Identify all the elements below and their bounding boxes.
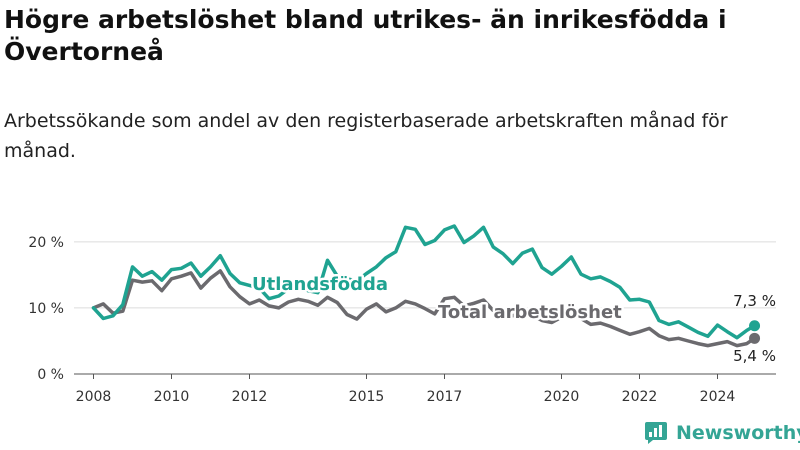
chart-title: Högre arbetslöshet bland utrikes- än inr… [4,5,727,66]
newsworthy-logo-icon [645,422,667,444]
y-tick-label: 0 % [37,367,64,383]
brand-logo: Newsworthy [644,420,800,446]
chart-subtitle: Arbetssökande som andel av den registerb… [4,110,728,162]
end-point-utlandsfodda [749,320,761,332]
x-tick-label: 2017 [427,389,463,405]
series-label-utlandsfodda: Utlandsfödda [252,274,388,295]
end-point-total [749,332,761,344]
y-tick-label: 10 % [28,301,64,317]
x-tick-label: 2008 [76,389,112,405]
x-tick-label: 2022 [622,389,658,405]
x-tick-label: 2010 [154,389,190,405]
x-tick-label: 2020 [544,389,580,405]
series-label-total: Total arbetslöshet [438,302,622,323]
x-tick-label: 2024 [700,389,736,405]
x-tick-label: 2012 [232,389,268,405]
brand-name: Newsworthy [676,422,800,444]
series-line-total [91,269,757,348]
end-value-utlandsfodda: 7,3 % [733,292,776,310]
end-value-total: 5,4 % [733,347,776,365]
series-line-utlandsfodda [91,224,757,340]
x-tick-label: 2015 [349,389,385,405]
y-tick-label: 20 % [28,235,64,251]
